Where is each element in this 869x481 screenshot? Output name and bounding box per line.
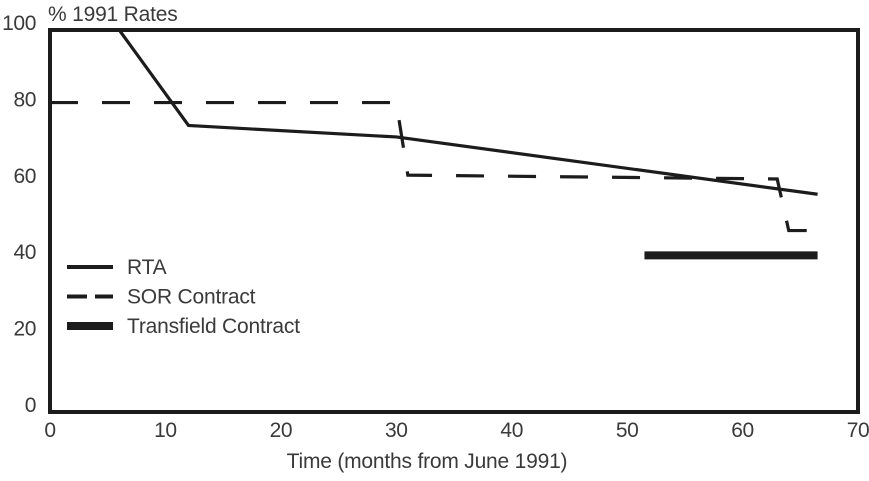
y-tick-label-100: 100	[2, 12, 36, 35]
legend: RTA SOR Contract Transfield Contract	[67, 256, 300, 338]
legend-item-rta: RTA	[67, 256, 167, 279]
x-axis-tick-labels: 0 10 20 30 40 50 60 70	[44, 419, 869, 442]
x-tick-label-70: 70	[847, 419, 869, 442]
legend-label-transfield-contract: Transfield Contract	[127, 315, 300, 338]
y-tick-label-0: 0	[25, 394, 36, 417]
x-axis-label: Time (months from June 1991)	[287, 450, 568, 473]
x-tick-label-30: 30	[385, 419, 408, 442]
x-tick-label-20: 20	[270, 419, 293, 442]
y-axis-tick-labels: 0 20 40 60 80 100	[2, 12, 36, 417]
chart-title: % 1991 Rates	[48, 3, 178, 26]
x-tick-label-60: 60	[731, 419, 754, 442]
y-tick-label-20: 20	[13, 318, 36, 341]
y-tick-label-60: 60	[13, 165, 36, 188]
x-tick-label-50: 50	[616, 419, 639, 442]
y-tick-label-40: 40	[13, 241, 36, 264]
legend-item-sor-contract: SOR Contract	[67, 286, 256, 309]
series-line-rta	[117, 29, 818, 196]
x-tick-label-10: 10	[154, 419, 177, 442]
y-tick-label-80: 80	[13, 88, 36, 111]
x-tick-label-40: 40	[500, 419, 523, 442]
series-lines	[50, 29, 818, 260]
legend-label-sor-contract: SOR Contract	[127, 286, 256, 309]
series-line-sor-contract	[50, 100, 818, 233]
plot-area-border	[48, 28, 860, 414]
legend-item-transfield-contract: Transfield Contract	[67, 315, 300, 338]
x-tick-label-0: 0	[44, 419, 55, 442]
legend-label-rta: RTA	[127, 256, 167, 279]
